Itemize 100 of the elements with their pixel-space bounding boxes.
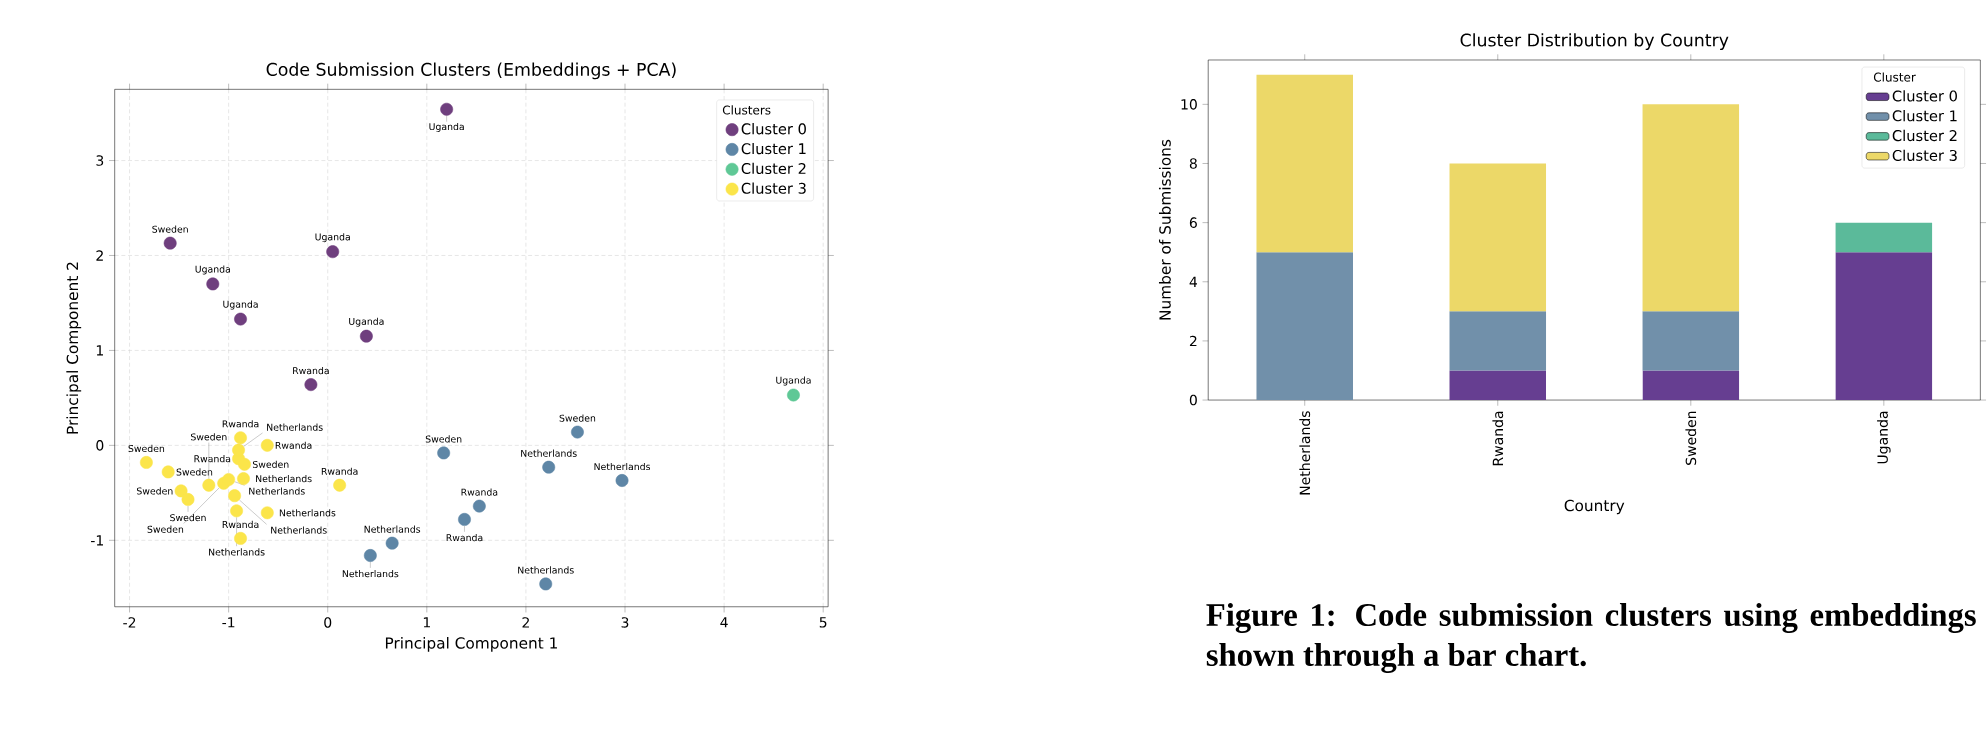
bar — [1449, 311, 1547, 371]
annotation: Rwanda — [275, 441, 312, 449]
point — [202, 478, 216, 492]
point — [359, 329, 373, 343]
y-tick-label: 6 — [1189, 217, 1197, 228]
annotation: Uganda — [776, 376, 811, 386]
annotation: Rwanda — [293, 366, 329, 374]
point — [571, 425, 584, 439]
annotation: Netherlands — [256, 474, 312, 482]
legend-title: Clusters — [722, 105, 771, 115]
y-tick-label: 2 — [96, 250, 103, 261]
point — [260, 438, 274, 452]
annotation: Uganda — [223, 300, 258, 310]
y-tick-label: 4 — [1189, 276, 1198, 287]
point — [234, 431, 247, 444]
x-tick-label: -2 — [123, 616, 136, 628]
point — [440, 102, 454, 116]
chart-title: Code Submission Clusters (Embeddings + PCA) — [266, 62, 676, 80]
annotation: Netherlands — [271, 526, 327, 534]
legend-label: Cluster 3 — [741, 182, 806, 194]
point — [230, 504, 243, 518]
x-tick-label: -1 — [222, 616, 235, 628]
bar — [1642, 104, 1740, 312]
annotation: Netherlands — [342, 569, 399, 578]
point — [222, 472, 236, 486]
point — [260, 506, 274, 519]
annotation: Sweden — [152, 225, 188, 233]
x-axis-title: Country — [1564, 499, 1625, 514]
annotation: Rwanda — [321, 467, 358, 475]
x-tick-label: Sweden — [1685, 411, 1697, 465]
x-tick-label: 3 — [621, 616, 629, 628]
point — [234, 531, 247, 545]
annotation: Sweden — [147, 525, 184, 533]
point — [472, 499, 486, 513]
point — [174, 484, 188, 498]
point — [163, 236, 177, 250]
point — [206, 277, 220, 291]
bar — [1256, 74, 1353, 252]
caption: Figure 1: Code submission clusters using embeddings shown through a bar chart. — [1206, 602, 1976, 673]
annotation: Rwanda — [222, 419, 259, 428]
legend-label: Cluster 2 — [1892, 129, 1957, 141]
annotation: Uganda — [349, 317, 384, 327]
bar — [1835, 222, 1933, 252]
annotation: Netherlands — [518, 566, 574, 574]
y-tick-label: 10 — [1181, 98, 1197, 110]
annotation: Netherlands — [594, 462, 651, 470]
legend-label: Cluster 2 — [741, 162, 806, 174]
y-tick-label: 3 — [96, 155, 104, 166]
point — [539, 577, 553, 591]
x-axis-title: Principal Component 1 — [385, 636, 557, 652]
annotation: Rwanda — [222, 520, 259, 528]
x-tick-label: 0 — [324, 616, 332, 628]
annotation: Sweden — [176, 468, 213, 476]
x-tick-label: 5 — [819, 616, 827, 628]
bar — [1449, 370, 1547, 400]
point — [139, 455, 153, 469]
legend-label: Cluster 1 — [1892, 109, 1957, 122]
point — [181, 492, 195, 506]
legend-label: Cluster 3 — [1892, 149, 1957, 161]
point — [437, 446, 451, 460]
annotation: Netherlands — [267, 423, 323, 431]
point — [615, 473, 629, 487]
annotation: Uganda — [315, 232, 350, 242]
point — [228, 489, 241, 502]
annotation: Uganda — [195, 265, 230, 275]
annotation: Uganda — [429, 122, 464, 132]
y-tick-label: 0 — [1189, 394, 1197, 406]
y-axis-title: Principal Component 2 — [66, 262, 82, 434]
legend-label: Cluster 1 — [741, 142, 806, 155]
chart-title: Cluster Distribution by Country — [1460, 32, 1729, 50]
annotation: Netherlands — [521, 449, 577, 457]
point — [232, 443, 245, 457]
annotation: Netherlands — [209, 548, 265, 556]
annotation: Netherlands — [364, 525, 421, 533]
bar — [1835, 251, 1933, 400]
annotation: Rwanda — [461, 488, 498, 496]
point — [237, 471, 250, 485]
x-tick-label: 1 — [423, 616, 430, 628]
y-tick-label: 2 — [1189, 335, 1197, 346]
point — [333, 478, 347, 492]
x-tick-label: Uganda — [1877, 411, 1891, 464]
legend-label: Cluster 0 — [1892, 89, 1957, 102]
point — [161, 465, 175, 479]
annotation: Sweden — [170, 513, 206, 521]
y-tick-label: 8 — [1189, 157, 1197, 169]
legend-title: Cluster — [1873, 72, 1916, 82]
point — [326, 245, 340, 258]
point — [787, 388, 800, 402]
point — [304, 377, 318, 391]
annotation: Netherlands — [249, 487, 305, 495]
annotation: Sweden — [136, 487, 173, 495]
bar — [1256, 251, 1353, 400]
annotation: Rwanda — [446, 533, 483, 541]
point — [238, 457, 251, 471]
legend-label: Cluster 0 — [741, 122, 806, 135]
point — [458, 512, 471, 526]
annotation: Netherlands — [279, 508, 336, 517]
bar — [1449, 163, 1547, 312]
y-tick-label: 1 — [96, 345, 103, 356]
x-tick-label: 2 — [522, 616, 529, 628]
